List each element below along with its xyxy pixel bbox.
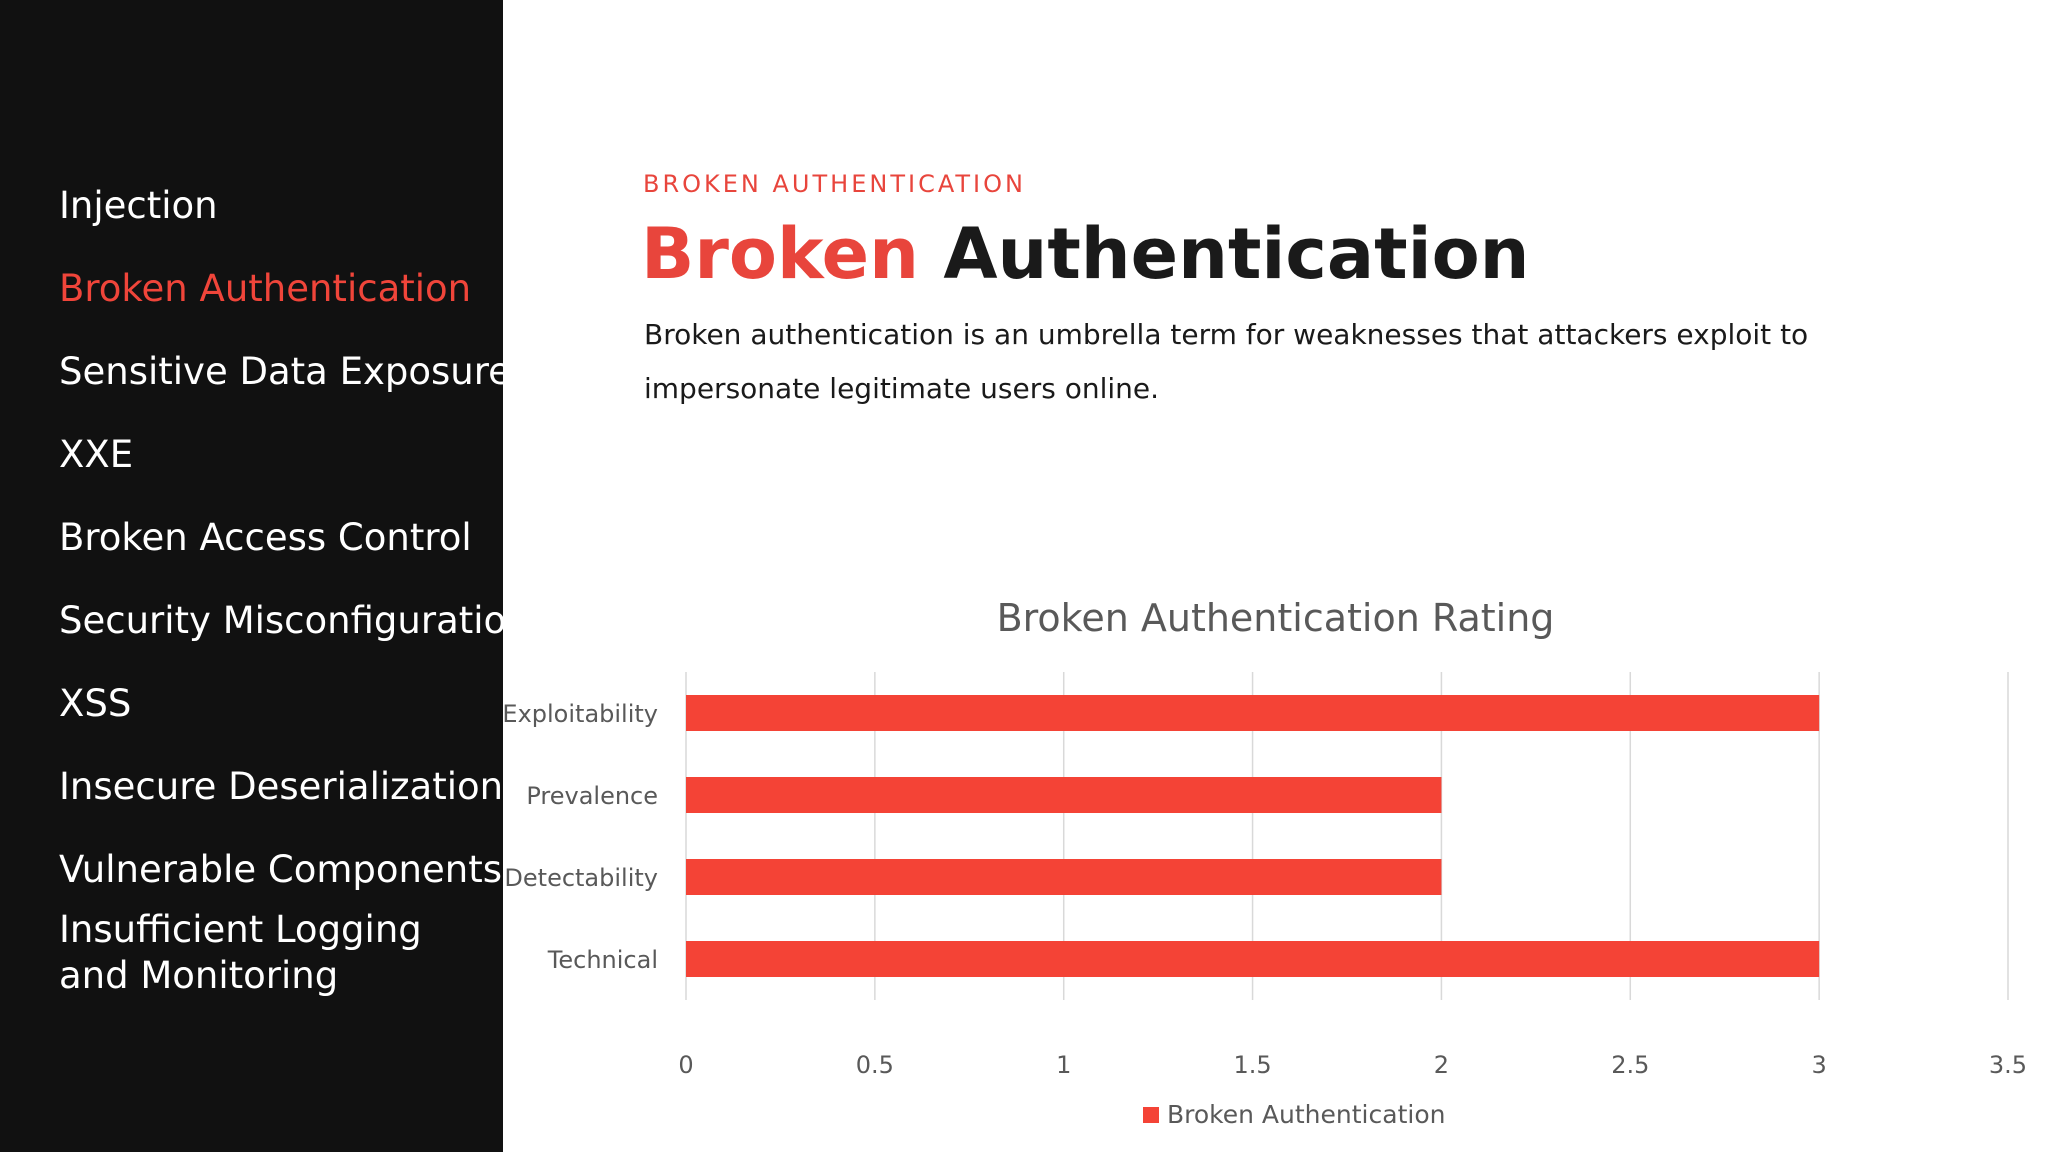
category-label-technical: Technical bbox=[547, 946, 658, 974]
section-eyebrow: BROKEN AUTHENTICATION bbox=[643, 170, 1026, 198]
chart-tick-labels: 0 0.5 1 1.5 2 2.5 3 3.5 bbox=[678, 1051, 2027, 1079]
nav-item-insufficient-logging[interactable]: Insufficient Logging and Monitoring bbox=[59, 908, 422, 997]
x-tick-label: 2 bbox=[1434, 1051, 1449, 1079]
chart-bars bbox=[686, 695, 1820, 977]
nav-item-vulnerable-components[interactable]: Vulnerable Components bbox=[59, 848, 503, 891]
bar-prevalence bbox=[686, 777, 1442, 813]
page-title-accent: Broken bbox=[641, 213, 919, 295]
nav-item-insecure-deserialization[interactable]: Insecure Deserialization bbox=[59, 765, 504, 808]
nav-item-security-misconfiguration[interactable]: Security Misconfiguration bbox=[59, 599, 530, 642]
x-tick-label: 3 bbox=[1812, 1051, 1827, 1079]
category-label-prevalence: Prevalence bbox=[526, 782, 658, 810]
nav-item-broken-access-control[interactable]: Broken Access Control bbox=[59, 516, 472, 559]
description-text: Broken authentication is an umbrella ter… bbox=[644, 318, 1809, 405]
bar-technical bbox=[686, 941, 1820, 977]
x-tick-label: 2.5 bbox=[1611, 1051, 1649, 1079]
chart-legend: Broken Authentication bbox=[1143, 1100, 1445, 1129]
chart-category-labels: Exploitability Prevalence Detectability Tec… bbox=[502, 700, 658, 974]
x-tick-label: 1.5 bbox=[1233, 1051, 1271, 1079]
x-tick-label: 3.5 bbox=[1989, 1051, 2027, 1079]
nav-item-broken-authentication[interactable]: Broken Authentication bbox=[59, 267, 472, 310]
legend-swatch bbox=[1143, 1106, 1159, 1123]
nav-item-sensitive-data-exposure[interactable]: Sensitive Data Exposure bbox=[59, 350, 511, 393]
nav-item-xxe[interactable]: XXE bbox=[59, 433, 134, 476]
legend-label: Broken Authentication bbox=[1167, 1100, 1446, 1129]
sidebar-nav: Injection Broken Authentication Sensitiv… bbox=[0, 0, 530, 1152]
nav-item-xss[interactable]: XSS bbox=[59, 682, 132, 725]
chart-title: Broken Authentication Rating bbox=[996, 596, 1555, 640]
bar-exploitability bbox=[686, 695, 1820, 731]
page-title-rest: Authentication bbox=[943, 213, 1530, 295]
category-label-exploitability: Exploitability bbox=[502, 700, 658, 728]
x-tick-label: 0 bbox=[678, 1051, 693, 1079]
bar-detectability bbox=[686, 859, 1442, 895]
x-tick-label: 0.5 bbox=[856, 1051, 894, 1079]
x-tick-label: 1 bbox=[1056, 1051, 1071, 1079]
page-title: Broken Authentication bbox=[641, 216, 1530, 293]
nav-item-injection[interactable]: Injection bbox=[59, 184, 218, 227]
category-label-detectability: Detectability bbox=[504, 864, 658, 892]
